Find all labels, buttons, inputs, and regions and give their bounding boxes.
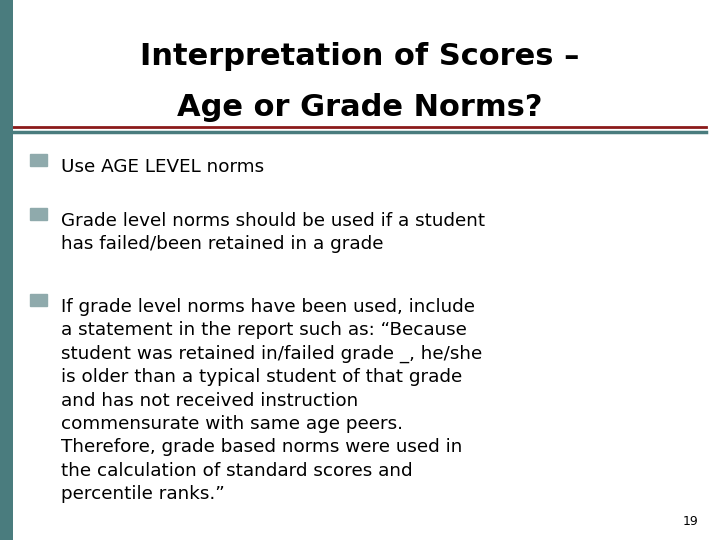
Text: Use AGE LEVEL norms: Use AGE LEVEL norms bbox=[61, 158, 264, 176]
Text: Grade level norms should be used if a student
has failed/been retained in a grad: Grade level norms should be used if a st… bbox=[61, 212, 485, 253]
Text: Interpretation of Scores –: Interpretation of Scores – bbox=[140, 42, 580, 71]
FancyBboxPatch shape bbox=[30, 294, 47, 306]
Text: If grade level norms have been used, include
a statement in the report such as: : If grade level norms have been used, inc… bbox=[61, 298, 482, 503]
Text: Age or Grade Norms?: Age or Grade Norms? bbox=[177, 93, 543, 123]
FancyBboxPatch shape bbox=[30, 153, 47, 166]
FancyBboxPatch shape bbox=[0, 0, 13, 540]
Text: 19: 19 bbox=[683, 515, 698, 528]
FancyBboxPatch shape bbox=[30, 207, 47, 220]
